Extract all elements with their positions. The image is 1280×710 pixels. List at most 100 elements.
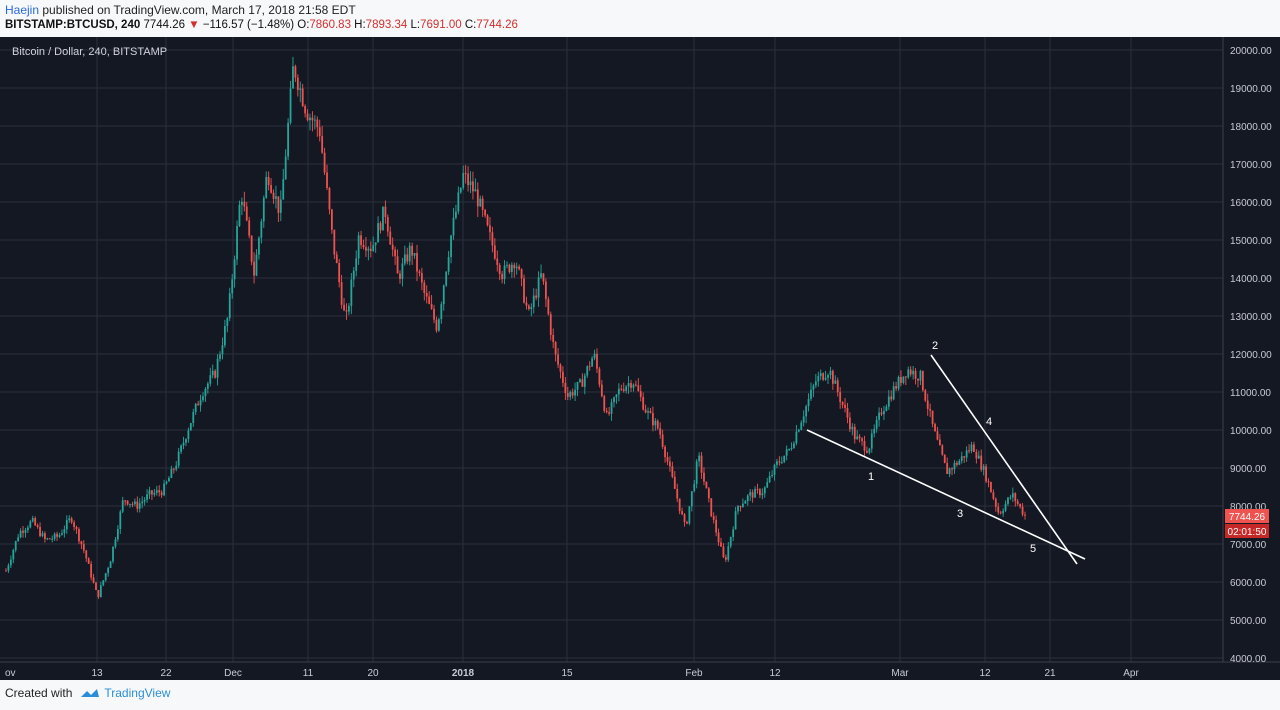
candle-body	[880, 412, 883, 415]
candle-body	[853, 426, 856, 440]
candle-body	[469, 181, 472, 186]
candle-body	[1002, 510, 1005, 514]
time-tick-label: ov	[5, 668, 16, 679]
open-label: O:	[297, 19, 310, 31]
candle-body	[219, 354, 221, 359]
candle-body	[749, 492, 752, 496]
price-chart[interactable]: 1 2 3 4 5 20000.0019000.0018000.0017000.…	[0, 37, 1280, 680]
candle-body	[644, 409, 647, 413]
candle-body	[48, 538, 51, 540]
candle-body	[970, 444, 973, 451]
trend-lines[interactable]: 1 2 3 4 5	[806, 340, 1086, 565]
chart-title: Bitcoin / Dollar, 240, BITSTAMP	[12, 46, 167, 58]
wave-label-2: 2	[932, 340, 938, 352]
candle-body	[343, 304, 345, 311]
candle-body	[963, 456, 966, 458]
candle-body	[255, 254, 258, 276]
candle-body	[965, 450, 968, 458]
candle-body	[389, 231, 392, 245]
candle-body	[248, 220, 251, 236]
candle-body	[902, 376, 905, 383]
candle-body	[197, 403, 200, 406]
candle-body	[202, 396, 204, 401]
published-text: published on TradingView.com, March 17, …	[42, 3, 356, 17]
chart-frame[interactable]: 1 2 3 4 5 20000.00 19000.00 18000.00 17000.…	[0, 37, 1280, 680]
candle-body	[265, 177, 268, 198]
candle-body	[807, 398, 810, 407]
created-with-text: Created with	[5, 686, 73, 700]
candle-body	[795, 431, 798, 444]
candle-body	[693, 483, 696, 492]
candle-body	[715, 519, 718, 533]
price-tick-label: 10000.00	[1230, 426, 1272, 437]
candle-body	[1004, 503, 1007, 511]
candle-body	[537, 277, 540, 298]
candle-body	[744, 501, 747, 504]
countdown-tag	[1225, 524, 1269, 538]
candle-body	[506, 264, 508, 266]
candle-body	[399, 273, 401, 279]
upper-trendline[interactable]	[930, 354, 1078, 565]
candle-body	[26, 527, 29, 531]
candle-body	[518, 266, 521, 270]
candle-body	[819, 373, 822, 377]
tradingview-brand-link[interactable]: TradingView	[104, 686, 171, 700]
candle-body	[131, 503, 134, 505]
candle-body	[31, 518, 34, 522]
candle-body	[85, 550, 88, 559]
lower-trendline[interactable]	[806, 429, 1086, 560]
candle-body	[625, 386, 628, 391]
candle-body	[489, 225, 491, 233]
candle-body	[523, 278, 525, 303]
countdown-label: 02:01:50	[1228, 527, 1267, 538]
candle-body	[386, 217, 389, 232]
candle-body	[78, 529, 80, 542]
last-price: 7744.26	[143, 19, 186, 31]
candle-body	[576, 382, 579, 390]
candle-body	[250, 235, 253, 262]
candle-body	[793, 443, 795, 448]
candle-body	[866, 450, 868, 453]
time-tick-label: 12	[769, 668, 781, 679]
candle-body	[365, 247, 367, 251]
low-label: L:	[410, 19, 421, 31]
candle-body	[396, 256, 399, 274]
candle-body	[863, 441, 866, 451]
candle-body	[124, 500, 127, 502]
candle-body	[168, 477, 170, 482]
time-tick-label: 21	[1044, 668, 1056, 679]
candle-body	[1024, 514, 1026, 516]
candle-body	[289, 88, 292, 123]
candle-body	[797, 429, 800, 432]
candle-body	[95, 582, 97, 591]
candle-body	[272, 192, 275, 199]
candle-body	[707, 488, 710, 499]
candle-body	[413, 252, 416, 256]
candle-body	[846, 407, 849, 418]
candle-body	[676, 488, 679, 499]
candle-body	[649, 411, 652, 414]
author-link[interactable]: Haejin	[5, 3, 40, 17]
candle-body	[982, 466, 985, 470]
time-axis[interactable]: ov 13 22 Dec 11 20 2018 15 Feb 12 Mar 12 21 Apr	[5, 668, 1139, 679]
candle-body	[608, 412, 611, 414]
candle-body	[652, 413, 654, 426]
candle-body	[980, 455, 983, 470]
candle-body	[661, 434, 664, 447]
candle-body	[829, 370, 832, 376]
candle-body	[848, 417, 851, 430]
candle-body	[148, 490, 151, 495]
candle-body	[841, 401, 844, 405]
price-axis[interactable]: 20000.00 19000.00 18000.00 17000.00 16000.00…	[1230, 46, 1272, 665]
candle-body	[812, 385, 815, 390]
candle-body	[527, 305, 530, 310]
candle-body	[129, 503, 131, 505]
candle-body	[53, 533, 56, 539]
candle-body	[199, 400, 202, 406]
candle-body	[968, 450, 970, 452]
candle-body	[904, 376, 907, 378]
candle-body	[686, 521, 688, 524]
candle-body	[163, 483, 165, 496]
candle-body	[102, 580, 105, 586]
candle-body	[165, 481, 168, 484]
